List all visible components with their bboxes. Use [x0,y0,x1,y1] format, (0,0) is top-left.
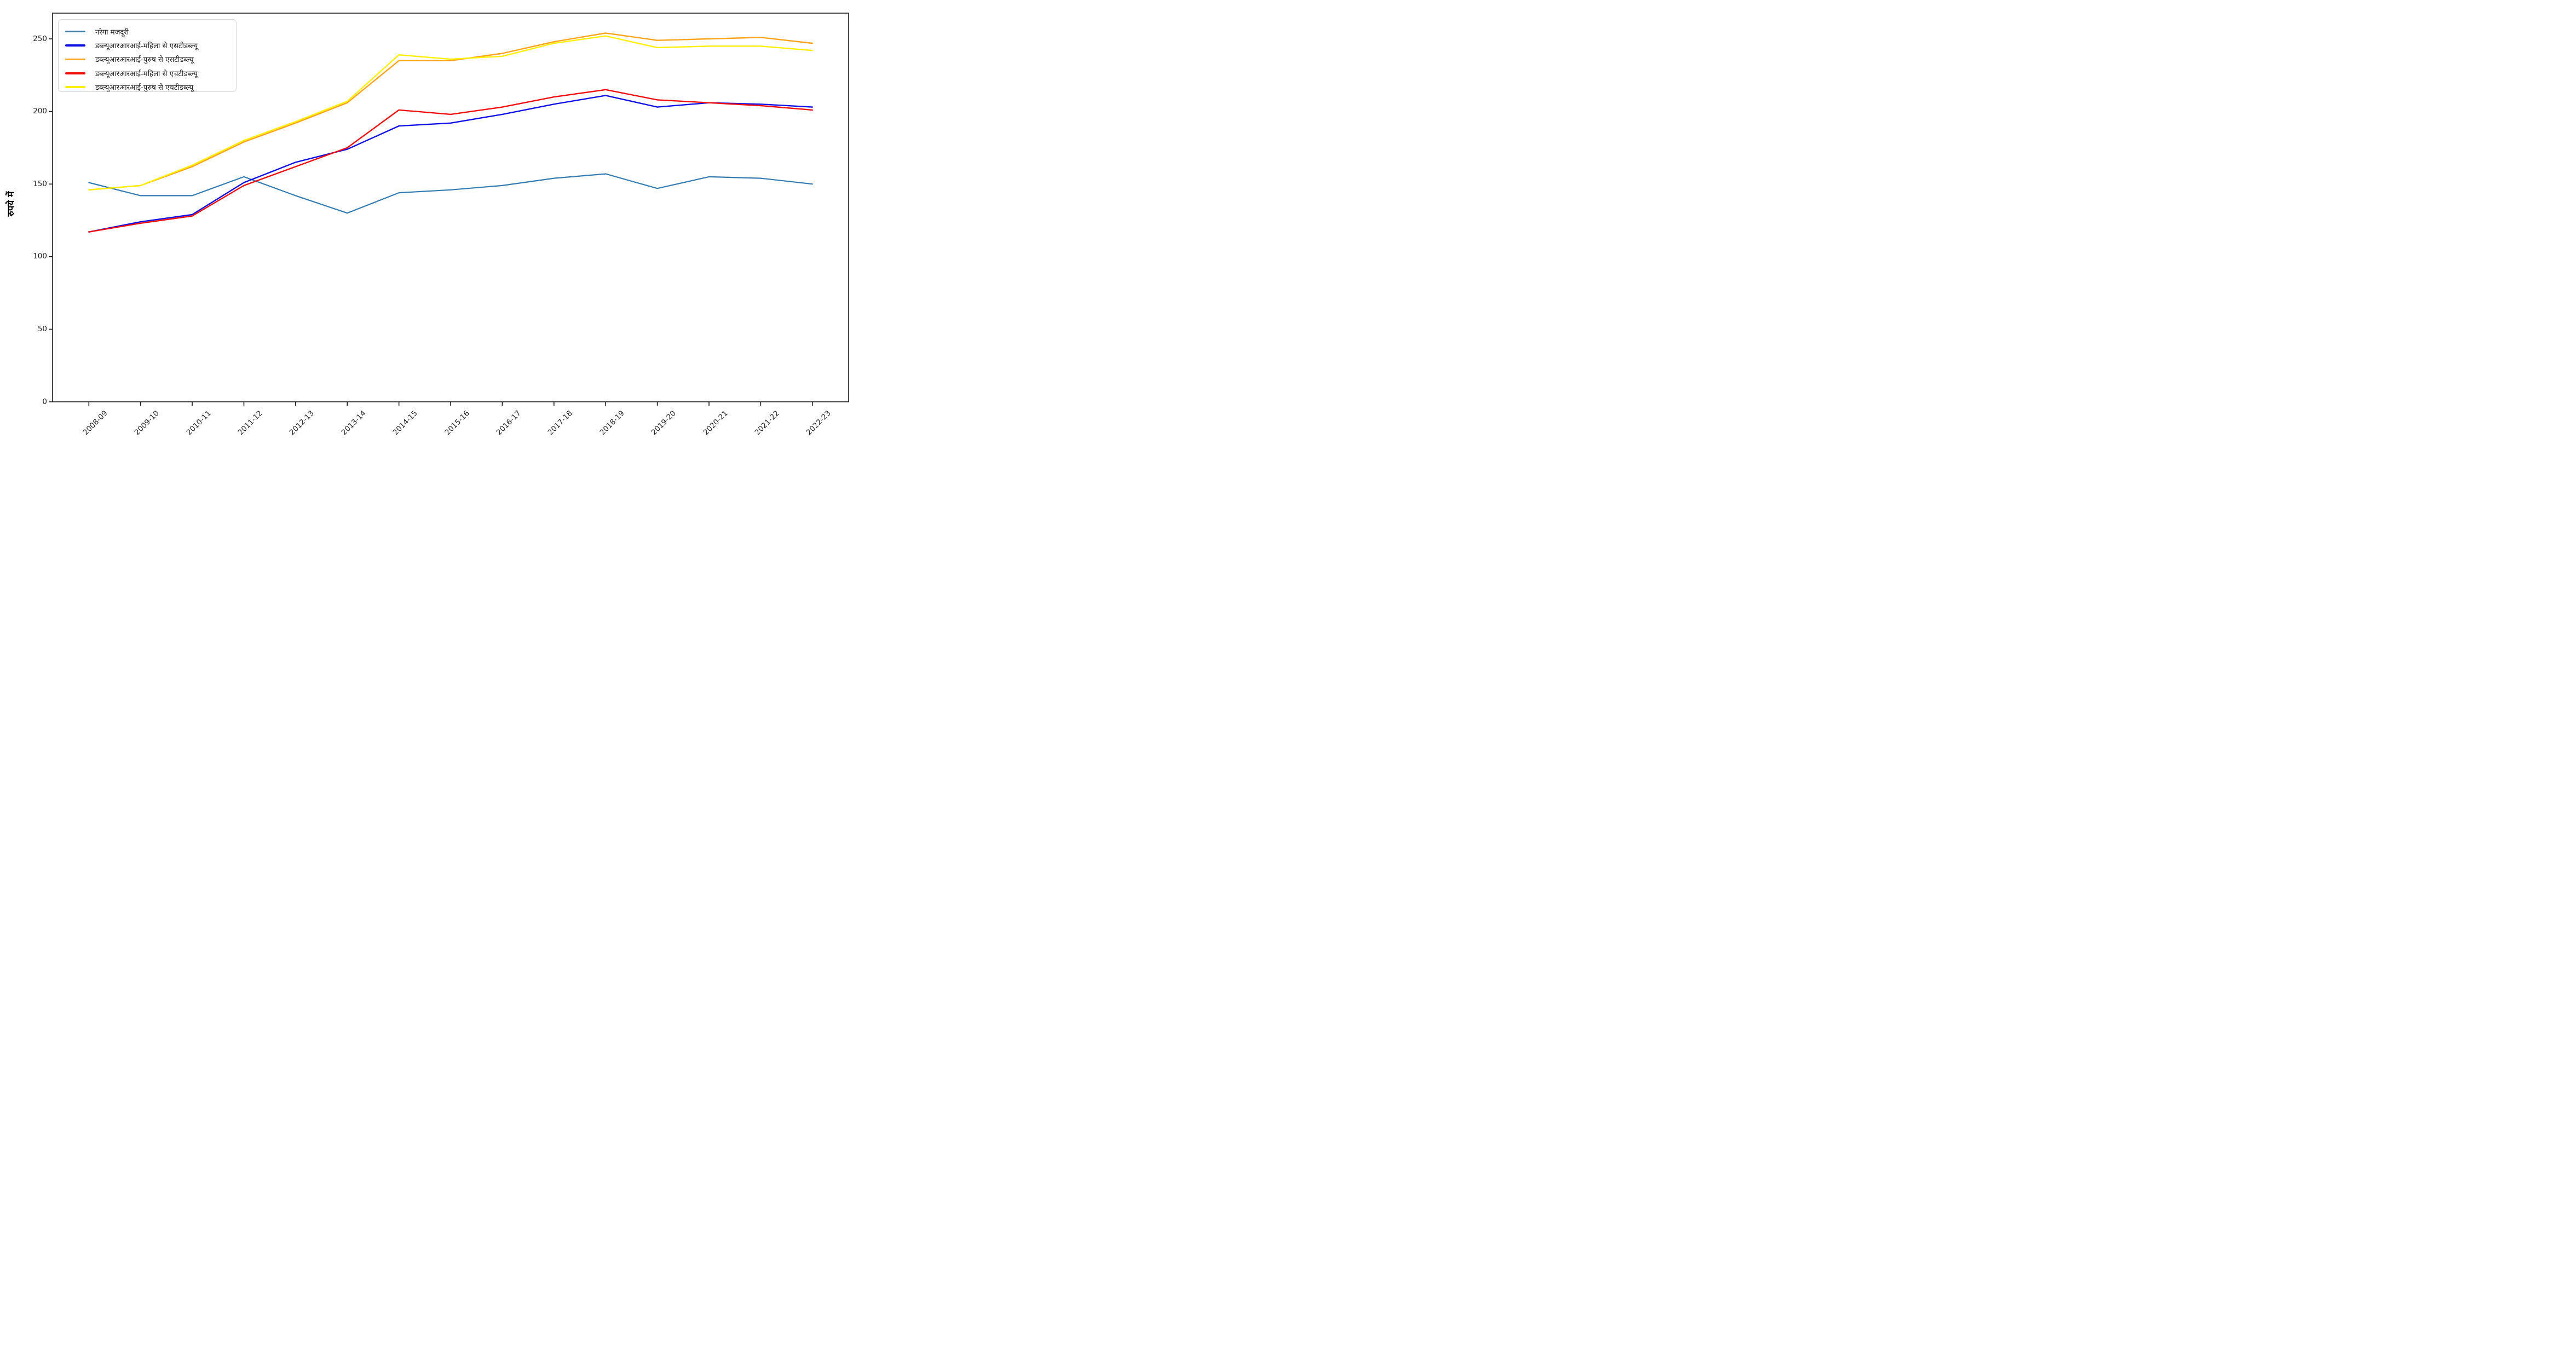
y-tick-label: 200 [33,107,47,116]
legend-item: डब्ल्यूआरआरआई-पुरुष से एचटीडब्ल्यू [59,80,236,94]
legend-box: नरेगा मजदूरी डब्ल्यूआरआरआई-महिला से एसटीड… [58,19,237,92]
y-tick-label: 100 [33,252,47,261]
legend-line-swatch [65,86,85,89]
legend-label: नरेगा मजदूरी [95,28,129,37]
line-series-2 [88,32,814,191]
y-tick-label: 150 [33,179,47,188]
line-series-1 [88,95,814,233]
legend-label: डब्ल्यूआरआरआई-पुरुष से एसटीडब्ल्यू [95,56,194,65]
y-tick-label: 50 [37,324,47,333]
y-tick-label: 250 [33,34,47,43]
legend-item: नरेगा मजदूरी [59,25,236,38]
line-series-0 [88,173,813,214]
line-series-3 [88,89,814,233]
line-chart-figure: रुपये में 0 50 100 150 200 250 2008-09 2009-10… [0,0,858,450]
legend-line-swatch [65,58,85,61]
legend-item: डब्ल्यूआरआरआई-महिला से एचटीडब्ल्यू [59,66,236,80]
legend-line-swatch [65,72,85,74]
plot-area [49,13,849,406]
legend-label: डब्ल्यूआरआरआई-महिला से एचटीडब्ल्यू [95,70,198,78]
line-series-4 [88,35,814,191]
legend-line-swatch [65,30,85,33]
legend-item: डब्ल्यूआरआरआई-पुरुष से एसटीडब्ल्यू [59,53,236,66]
legend-label: डब्ल्यूआरआरआई-महिला से एसटीडब्ल्यू [95,42,198,51]
y-tick-label: 0 [42,397,47,406]
legend-item: डब्ल्यूआरआरआई-महिला से एसटीडब्ल्यू [59,38,236,52]
legend-line-swatch [65,44,85,47]
legend-label: डब्ल्यूआरआरआई-पुरुष से एचटीडब्ल्यू [95,84,194,93]
